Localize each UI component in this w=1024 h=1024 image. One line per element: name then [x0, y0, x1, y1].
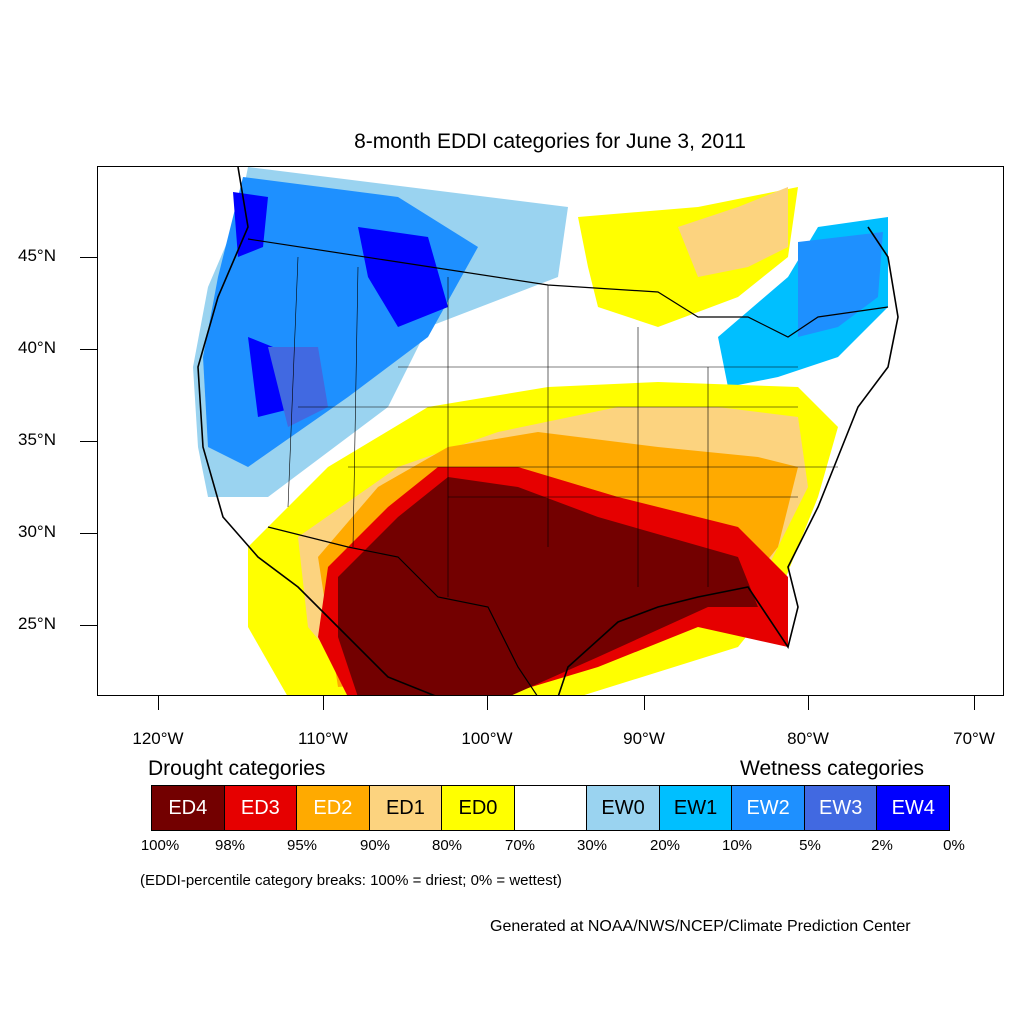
legend-cell-label: ED2 [313, 796, 353, 819]
legend-cell-ew2: EW2 [732, 786, 805, 830]
percentile-label: 30% [576, 837, 608, 854]
legend-cell-label: ED3 [240, 796, 280, 819]
legend-cell-label: ED1 [385, 796, 425, 819]
legend-cell-label: EW2 [746, 796, 790, 819]
drought-region-ed4 [338, 477, 758, 695]
eddi-map [193, 167, 899, 695]
percentile-label: 0% [943, 837, 965, 854]
legend-cell-ew3: EW3 [804, 786, 878, 830]
category-legend: ED4 ED3 ED2 ED1 ED0 EW0 EW1 EW2 EW3 EW4 [151, 785, 950, 831]
legend-cell-ew1: EW1 [659, 786, 733, 830]
percentile-label: 5% [799, 837, 821, 854]
legend-cell-ed1: ED1 [369, 786, 443, 830]
percentile-label: 20% [649, 837, 681, 854]
lat-label-25: 25°N [18, 614, 56, 633]
percentile-label: 10% [721, 837, 753, 854]
canada-border [247, 238, 889, 338]
percentile-label: 90% [359, 837, 391, 854]
wetness-categories-title: Wetness categories [740, 757, 925, 780]
lon-label-90: 90°W [623, 729, 665, 748]
lat-label-45: 45°N [18, 246, 56, 265]
legend-cell-ed2: ED2 [297, 786, 370, 830]
map-title: 8-month EDDI categories for June 3, 2011 [354, 130, 746, 153]
lon-label-70: 70°W [953, 729, 995, 748]
legend-cell-label: EW4 [891, 796, 935, 819]
wet-region-northeast-ew2 [798, 232, 883, 337]
percentile-label: 95% [286, 837, 318, 854]
lon-tick [158, 696, 159, 710]
legend-cell-neutral [514, 786, 588, 830]
coastline-outline [197, 167, 899, 695]
legend-cell-ed3: ED3 [224, 786, 298, 830]
legend-cell-label: EW0 [601, 796, 645, 819]
percentile-label: 80% [431, 837, 463, 854]
lon-tick [808, 696, 809, 710]
state-lines [287, 256, 838, 597]
lat-label-30: 30°N [18, 522, 56, 541]
drought-categories-title: Drought categories [148, 757, 326, 780]
lon-label-110: 110°W [298, 729, 348, 748]
lat-tick [80, 441, 97, 442]
percentile-label: 98% [214, 837, 246, 854]
lat-label-35: 35°N [18, 430, 56, 449]
legend-cell-label: EW1 [673, 796, 718, 819]
percentile-label: 70% [504, 837, 536, 854]
lon-label-100: 100°W [461, 729, 513, 748]
lat-tick [80, 533, 97, 534]
category-breaks-note: (EDDI-percentile category breaks: 100% =… [140, 872, 562, 889]
lat-tick [80, 625, 97, 626]
lon-label-120: 120°W [132, 729, 184, 748]
legend-cell-ew4: EW4 [877, 786, 950, 830]
legend-cell-label: ED4 [168, 796, 208, 819]
percentile-label: 2% [871, 837, 893, 854]
legend-cell-ed4: ED4 [152, 786, 225, 830]
percentile-label: 100% [140, 837, 180, 854]
dry-region-great-lakes-ed1 [678, 187, 788, 277]
legend-cell-label: ED0 [458, 796, 498, 819]
lon-label-80: 80°W [787, 729, 829, 748]
legend-cell-ed0: ED0 [442, 786, 515, 830]
lat-tick [80, 349, 97, 350]
lon-tick [974, 696, 975, 710]
lon-tick [644, 696, 645, 710]
credit-line: Generated at NOAA/NWS/NCEP/Climate Predi… [490, 918, 911, 935]
legend-cell-label: EW3 [819, 796, 863, 819]
lon-tick [487, 696, 488, 710]
mexico-border [267, 526, 538, 695]
map-panel [97, 166, 1004, 696]
lon-tick [323, 696, 324, 710]
lat-tick [80, 257, 97, 258]
lat-label-40: 40°N [18, 338, 56, 357]
legend-cell-ew0: EW0 [587, 786, 660, 830]
